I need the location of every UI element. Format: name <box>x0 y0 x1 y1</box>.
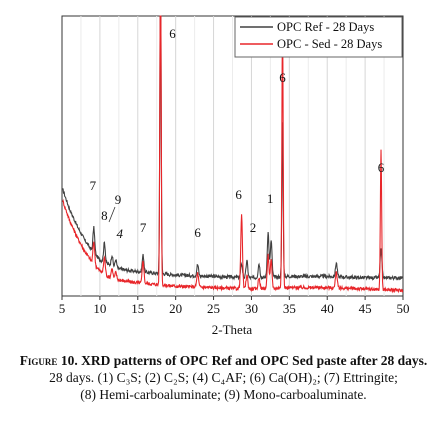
x-tick-label: 50 <box>397 301 410 316</box>
peak-label: 6 <box>235 187 242 202</box>
series-group <box>62 15 404 294</box>
series-line <box>62 15 404 281</box>
figure-caption: Figure 10. XRD patterns of OPC Ref and O… <box>0 352 447 403</box>
legend-label: OPC Ref - 28 Days <box>277 20 374 34</box>
peak-label: 4 <box>117 226 124 241</box>
peak-label: 2 <box>250 220 257 235</box>
peak-label: 6 <box>169 26 176 41</box>
x-tick-label: 40 <box>321 301 334 316</box>
x-axis: 5 10 15 20 25 30 35 40 45 50 <box>59 296 410 316</box>
legend-label: OPC - Sed - 28 Days <box>277 37 382 51</box>
caption-line-1: Figure 10. XRD patterns of OPC Ref and O… <box>0 352 447 369</box>
grid-lines <box>80 16 385 296</box>
legend: OPC Ref - 28 Days OPC - Sed - 28 Days <box>234 16 403 58</box>
legend-box <box>234 16 403 58</box>
peak-label: 7 <box>90 178 97 193</box>
caption-title: XRD patterns of OPC Ref and OPC Sed past… <box>77 353 428 368</box>
peak-label: 6 <box>194 225 201 240</box>
x-tick-label: 35 <box>283 301 296 316</box>
peak-label: 6 <box>279 70 286 85</box>
peak-label: 7 <box>140 220 147 235</box>
x-tick-label: 25 <box>207 301 220 316</box>
caption-line-3: (8) Hemi-carboaluminate; (9) Mono-carboa… <box>80 387 367 402</box>
series-line <box>62 15 404 294</box>
caption-label: Figure 10. <box>19 353 78 368</box>
peak-pointer <box>108 206 116 223</box>
x-tick-label: 5 <box>59 301 66 316</box>
x-tick-label: 45 <box>359 301 372 316</box>
peak-label: 6 <box>378 160 385 175</box>
caption-line-2: 28 days. (1) C₃S; (2) C₂S; (4) C₄AF; (6)… <box>49 370 398 385</box>
peak-label: 1 <box>267 191 274 206</box>
peak-label: 9 <box>115 192 122 207</box>
x-tick-label: 15 <box>131 301 144 316</box>
x-tick-label: 10 <box>93 301 106 316</box>
x-axis-label: 2-Theta <box>212 322 253 337</box>
x-tick-label: 30 <box>245 301 258 316</box>
peak-label: 8 <box>101 208 108 223</box>
x-tick-label: 20 <box>169 301 182 316</box>
